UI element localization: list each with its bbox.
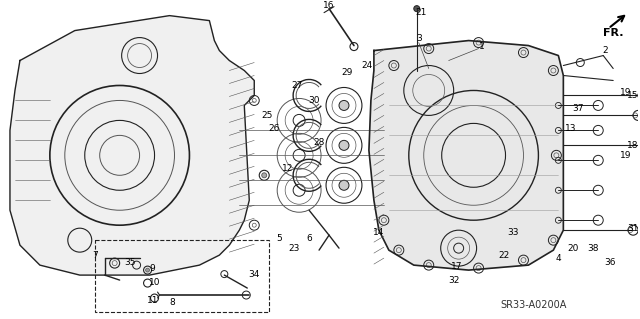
Circle shape [414,6,420,11]
Text: 6: 6 [306,234,312,243]
Text: 37: 37 [573,104,584,113]
Text: 25: 25 [262,111,273,120]
Circle shape [339,180,349,190]
Text: 8: 8 [170,298,175,307]
Text: 16: 16 [323,1,335,10]
Text: 26: 26 [269,124,280,133]
Circle shape [145,268,150,272]
Text: FR.: FR. [604,27,624,38]
Text: 36: 36 [604,258,616,267]
Polygon shape [369,41,563,270]
Text: 12: 12 [282,164,293,173]
Text: 7: 7 [92,251,97,260]
Text: 15: 15 [627,91,639,100]
Text: 27: 27 [291,81,303,90]
Circle shape [262,173,267,178]
Text: SR33-A0200A: SR33-A0200A [500,300,566,310]
Text: 17: 17 [451,262,463,271]
Text: 11: 11 [147,295,158,305]
Text: 28: 28 [314,138,324,147]
Text: 18: 18 [627,141,639,150]
Text: 24: 24 [362,61,372,70]
Text: 21: 21 [415,8,426,17]
Text: 5: 5 [276,234,282,243]
Text: 2: 2 [602,46,608,55]
Text: 9: 9 [150,263,156,273]
Text: 30: 30 [308,96,320,105]
Circle shape [339,140,349,150]
Text: 19: 19 [620,88,632,97]
Text: 4: 4 [556,254,561,263]
Circle shape [339,100,349,110]
Text: 13: 13 [564,124,576,133]
Polygon shape [10,16,254,275]
Text: 32: 32 [448,276,460,285]
Text: 33: 33 [508,228,519,237]
Text: 20: 20 [568,244,579,253]
Text: 23: 23 [289,244,300,253]
Text: 34: 34 [248,270,260,278]
Text: 10: 10 [148,278,160,286]
Text: 22: 22 [498,251,509,260]
Bar [95,240,269,312]
Text: 3: 3 [416,34,422,43]
Text: 14: 14 [373,228,385,237]
Text: 19: 19 [620,151,632,160]
Text: 1: 1 [479,42,484,51]
Text: 31: 31 [627,224,639,233]
Text: 29: 29 [341,68,353,77]
Text: 35: 35 [124,258,136,267]
Text: 38: 38 [588,244,599,253]
